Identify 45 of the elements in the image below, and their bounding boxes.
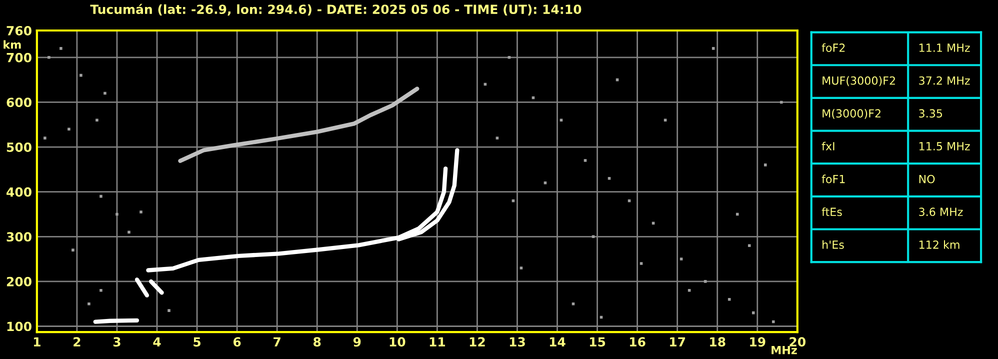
x-tick-label: 17 [670, 337, 686, 346]
x-axis-title: MHz [772, 346, 797, 354]
x-tick-label: 12 [470, 337, 485, 346]
x-tick-label: 5 [194, 337, 200, 347]
text: 3.6 MHz [919, 208, 963, 216]
text: ftEs [822, 207, 842, 216]
x-tick-label: 7 [274, 337, 280, 346]
y-tick-label: 100 [7, 322, 32, 332]
y-tick-label: 600 [6, 98, 32, 108]
x-tick-label: 20 [790, 337, 806, 347]
text: M(3000)F2 [822, 109, 880, 119]
text: fxI [822, 142, 834, 150]
x-tick-label: 14 [550, 337, 566, 346]
x-tick-label: 6 [233, 337, 241, 347]
chart-title: Tucumán (lat: -26.9, lon: 294.6) - DATE: 2025 05 06 - TIME (UT): 14:10 [90, 4, 582, 16]
y-tick-label: 700 [6, 52, 32, 62]
x-tick-label: 4 [153, 337, 161, 346]
x-tick-label: 16 [630, 337, 646, 347]
x-tick-label: 11 [430, 337, 446, 346]
x-tick-label: 19 [750, 337, 766, 347]
x-tick-label: 2 [74, 337, 80, 346]
y-axis-title: km [4, 40, 21, 49]
text: foF1 [822, 174, 845, 184]
text: 112 km [919, 240, 960, 249]
y-tick-label: 300 [6, 232, 32, 242]
text: NO [919, 174, 935, 184]
y-tick-label: 400 [6, 187, 32, 197]
x-tick-label: 3 [113, 337, 120, 347]
text: h'Es [822, 240, 844, 249]
x-tick-label: 9 [353, 337, 361, 347]
text: MUF(3000)F2 [822, 76, 895, 86]
y-tick-label: 760 [6, 26, 32, 36]
x-tick-label: 18 [710, 337, 726, 347]
text: 11.5 MHz [919, 142, 970, 150]
text: 3.35 [919, 109, 942, 118]
text: 37.2 MHz [919, 76, 970, 85]
text: 11.1 MHz [919, 44, 970, 52]
x-tick-label: 1 [34, 337, 40, 346]
x-tick-label: 8 [314, 337, 321, 347]
y-tick-label: 200 [6, 276, 32, 286]
x-tick-label: 10 [390, 337, 406, 347]
x-tick-label: 15 [590, 337, 606, 347]
y-tick-label: 500 [6, 142, 32, 152]
text: foF2 [822, 43, 845, 52]
x-tick-label: 13 [510, 337, 525, 347]
